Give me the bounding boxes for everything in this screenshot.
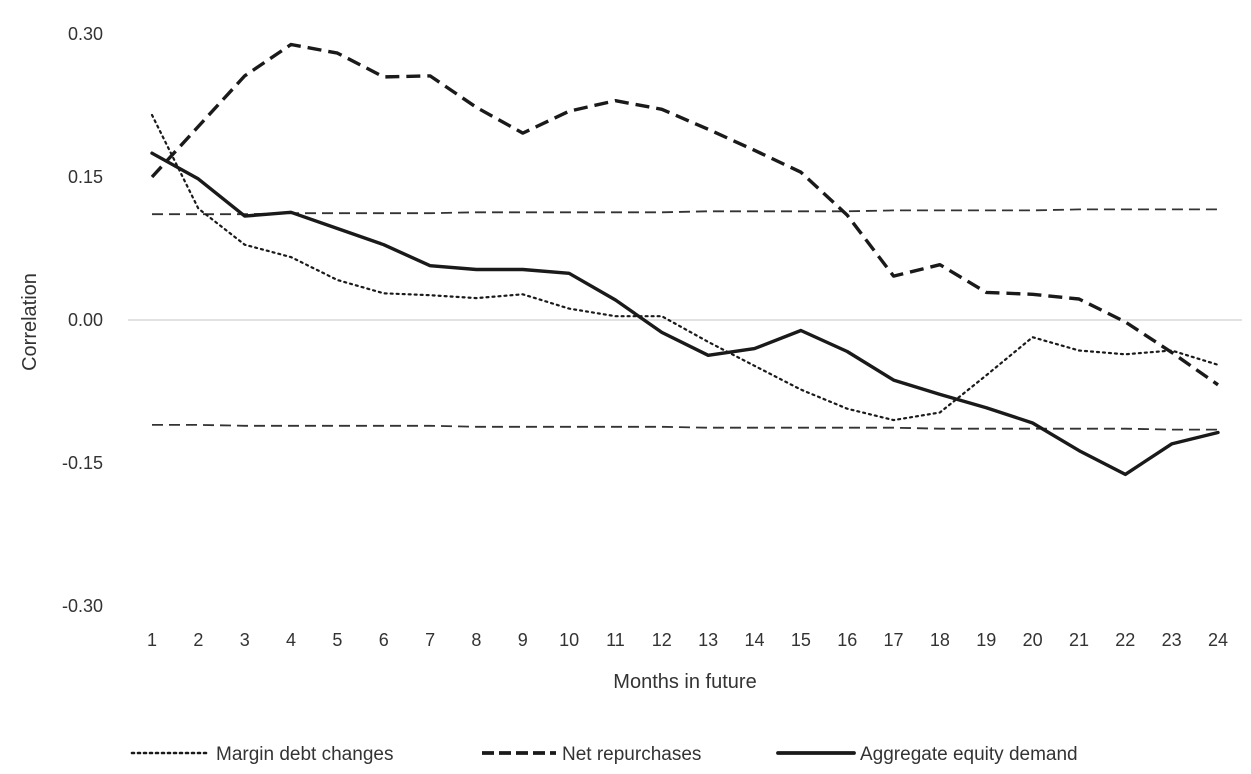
x-tick-label: 14: [745, 630, 765, 650]
x-tick-label: 22: [1115, 630, 1135, 650]
x-axis-title: Months in future: [613, 671, 756, 693]
series-line-margin-debt-changes: [150, 113, 1220, 422]
legend: Margin debt changes Net repurchases Aggreg…: [130, 744, 1078, 765]
x-tick-label: 11: [606, 630, 625, 650]
y-tick-label: 0.15: [68, 167, 103, 187]
x-tick-label: 21: [1069, 630, 1089, 650]
x-tick-label: 24: [1208, 630, 1228, 650]
x-tick-label: 15: [791, 630, 811, 650]
x-tick-label: 18: [930, 630, 950, 650]
x-tick-label: 5: [332, 630, 342, 650]
y-tick-label: -0.30: [62, 596, 103, 616]
x-tick-label: 23: [1162, 630, 1182, 650]
y-axis-ticks: 0.30 0.15 0.00 -0.15 -0.30: [62, 24, 103, 616]
y-tick-label: 0.00: [68, 310, 103, 330]
x-tick-label: 2: [193, 630, 203, 650]
x-tick-label: 8: [471, 630, 481, 650]
x-tick-label: 16: [837, 630, 857, 650]
x-tick-label: 4: [286, 630, 296, 650]
x-tick-label: 9: [518, 630, 528, 650]
x-tick-label: 1: [147, 630, 157, 650]
x-tick-label: 3: [240, 630, 250, 650]
x-tick-label: 7: [425, 630, 435, 650]
series-layer: [150, 42, 1220, 477]
x-tick-label: 12: [652, 630, 672, 650]
legend-label-net-repurchases: Net repurchases: [562, 744, 701, 765]
y-axis-title: Correlation: [19, 273, 41, 371]
legend-label-aggregate-equity-demand: Aggregate equity demand: [860, 744, 1078, 765]
x-tick-label: 17: [884, 630, 904, 650]
series-line-net-repurchases: [150, 42, 1219, 387]
x-tick-label: 6: [379, 630, 389, 650]
series-line-lower-significance-bound: [152, 424, 1218, 431]
series-line-aggregate-equity-demand: [150, 151, 1220, 477]
x-tick-label: 19: [976, 630, 996, 650]
series-line-upper-significance-bound: [152, 208, 1218, 216]
x-tick-label: 20: [1023, 630, 1043, 650]
y-tick-label: -0.15: [62, 453, 103, 473]
x-tick-label: 10: [559, 630, 579, 650]
legend-label-margin-debt-changes: Margin debt changes: [216, 744, 393, 765]
x-tick-label: 13: [698, 630, 718, 650]
x-axis-ticks: 1 2 3 4 5 6 7 8 9 10 11 12 13 14 15 16 17 18 19 20 21 22 23 24: [147, 630, 1228, 650]
y-tick-label: 0.30: [68, 24, 103, 44]
